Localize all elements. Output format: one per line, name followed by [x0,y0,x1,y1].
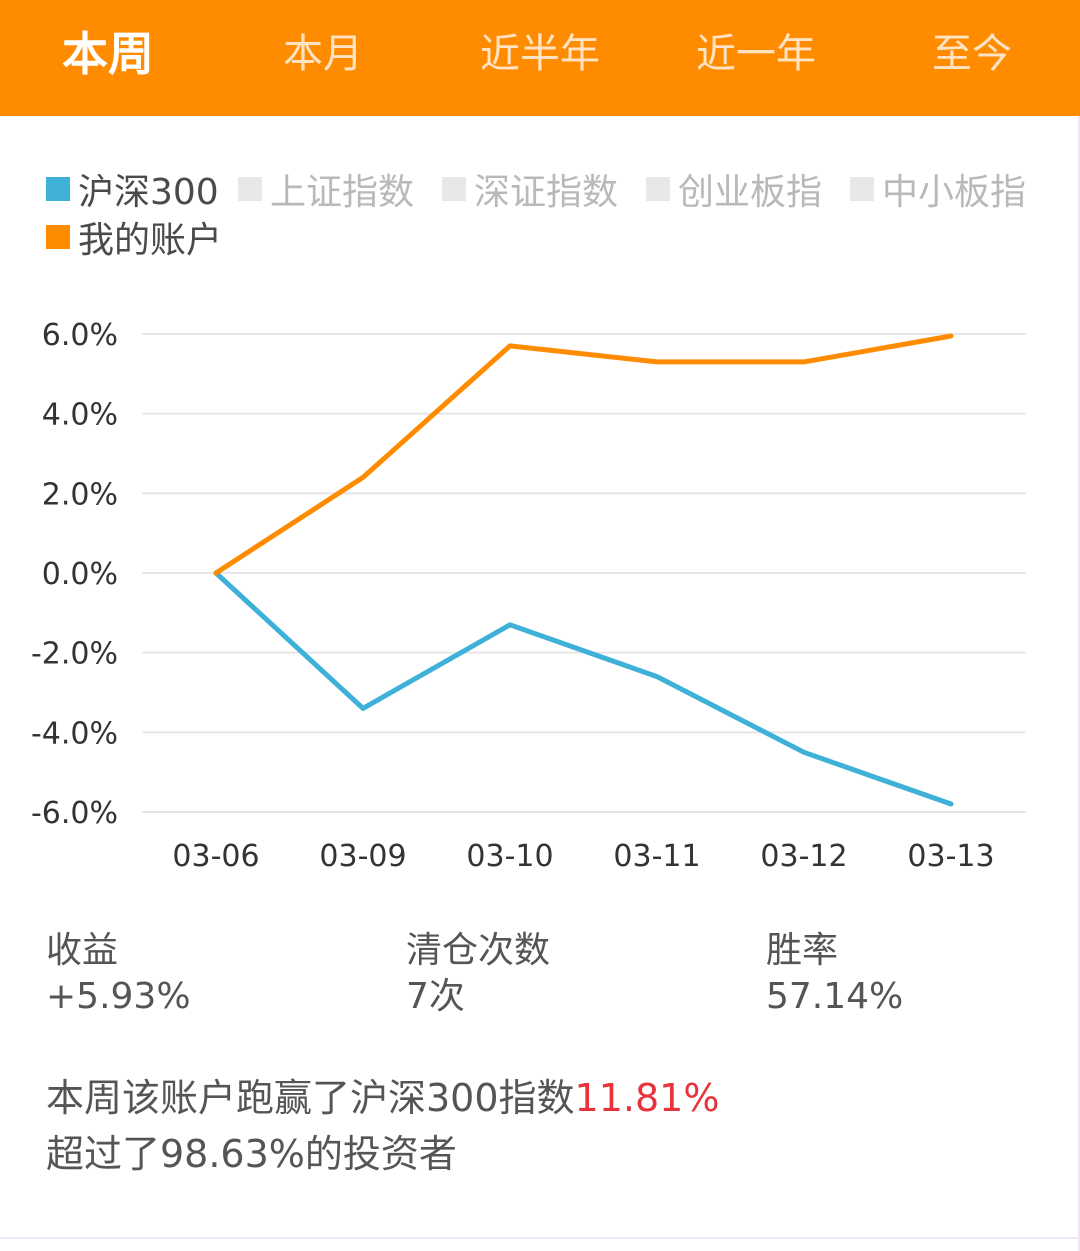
y-tick-label: -4.0% [31,716,118,751]
legend-label: 我的账户 [78,220,223,261]
legend-swatch [850,177,874,201]
series-line-hs300 [213,570,954,807]
stat-win-rate-label: 胜率 [766,930,839,971]
legend-label: 中小板指 [882,172,1027,213]
legend-item-hs300[interactable]: 沪深300 [46,163,219,215]
period-tab-bar: 本周 本月 近半年 近一年 至今 [0,0,1080,116]
legend-item-sz-index[interactable]: 深证指数 [442,163,618,215]
legend-swatch [646,177,670,201]
performance-summary: 本周该账户跑赢了沪深300指数11.81% 超过了98.63%的投资者 [46,1070,719,1182]
y-tick-label: 4.0% [42,398,118,433]
stat-return: 收益 +5.93% [46,928,191,1020]
tab-half-year[interactable]: 近半年 [480,31,600,77]
y-tick-label: 0.0% [42,557,118,592]
tab-this-month[interactable]: 本月 [283,31,363,77]
y-tick-label: -2.0% [31,637,118,672]
x-tick-label: 03-12 [760,839,847,874]
legend-item-chinext[interactable]: 创业板指 [646,163,822,215]
summary-line-2: 超过了98.63%的投资者 [46,1132,457,1176]
x-tick-label: 03-11 [613,839,700,874]
stat-win-rate-value: 57.14% [766,976,904,1017]
legend-item-sme-index[interactable]: 中小板指 [850,163,1026,215]
x-tick-label: 03-10 [466,839,553,874]
y-tick-label: 2.0% [42,477,118,512]
x-tick-label: 03-06 [172,839,259,874]
y-tick-label: 6.0% [42,318,118,353]
tab-one-year[interactable]: 近一年 [696,31,816,77]
summary-line-1: 本周该账户跑赢了沪深300指数11.81% [46,1070,719,1126]
series-line-my-account [213,333,954,576]
stat-win-rate: 胜率 57.14% [766,928,903,1020]
tab-this-week[interactable]: 本周 [62,27,154,81]
line-chart: 6.0% 4.0% 2.0% 0.0% -2.0% -4.0% -6.0% 03-06 03-0… [31,318,1026,874]
legend-label: 上证指数 [270,172,415,213]
stat-liquidations-label: 清仓次数 [406,930,551,971]
stat-liquidations-value: 7次 [406,976,465,1017]
summary-outperform-value: 11.81% [574,1076,720,1120]
bottom-divider [0,1237,1080,1239]
x-tick-label: 03-13 [907,839,994,874]
summary-prefix: 本周该账户跑赢了沪深300指数 [46,1076,575,1120]
stat-liquidations: 清仓次数 7次 [406,928,550,1020]
edge-divider [1078,116,1080,1251]
legend-swatch [238,177,262,201]
x-tick-label: 03-09 [319,839,406,874]
stat-return-label: 收益 [46,930,119,971]
legend-label: 深证指数 [474,172,619,213]
tab-to-date[interactable]: 至今 [932,31,1012,77]
legend-swatch [442,177,466,201]
legend-label: 沪深300 [78,172,219,213]
legend-item-sh-index[interactable]: 上证指数 [238,163,414,215]
y-tick-label: -6.0% [31,796,118,831]
legend-swatch [46,177,70,201]
stat-return-value: +5.93% [46,976,191,1017]
legend-item-my-account[interactable]: 我的账户 [46,211,222,263]
legend-label: 创业板指 [678,172,823,213]
legend-swatch [46,225,70,249]
